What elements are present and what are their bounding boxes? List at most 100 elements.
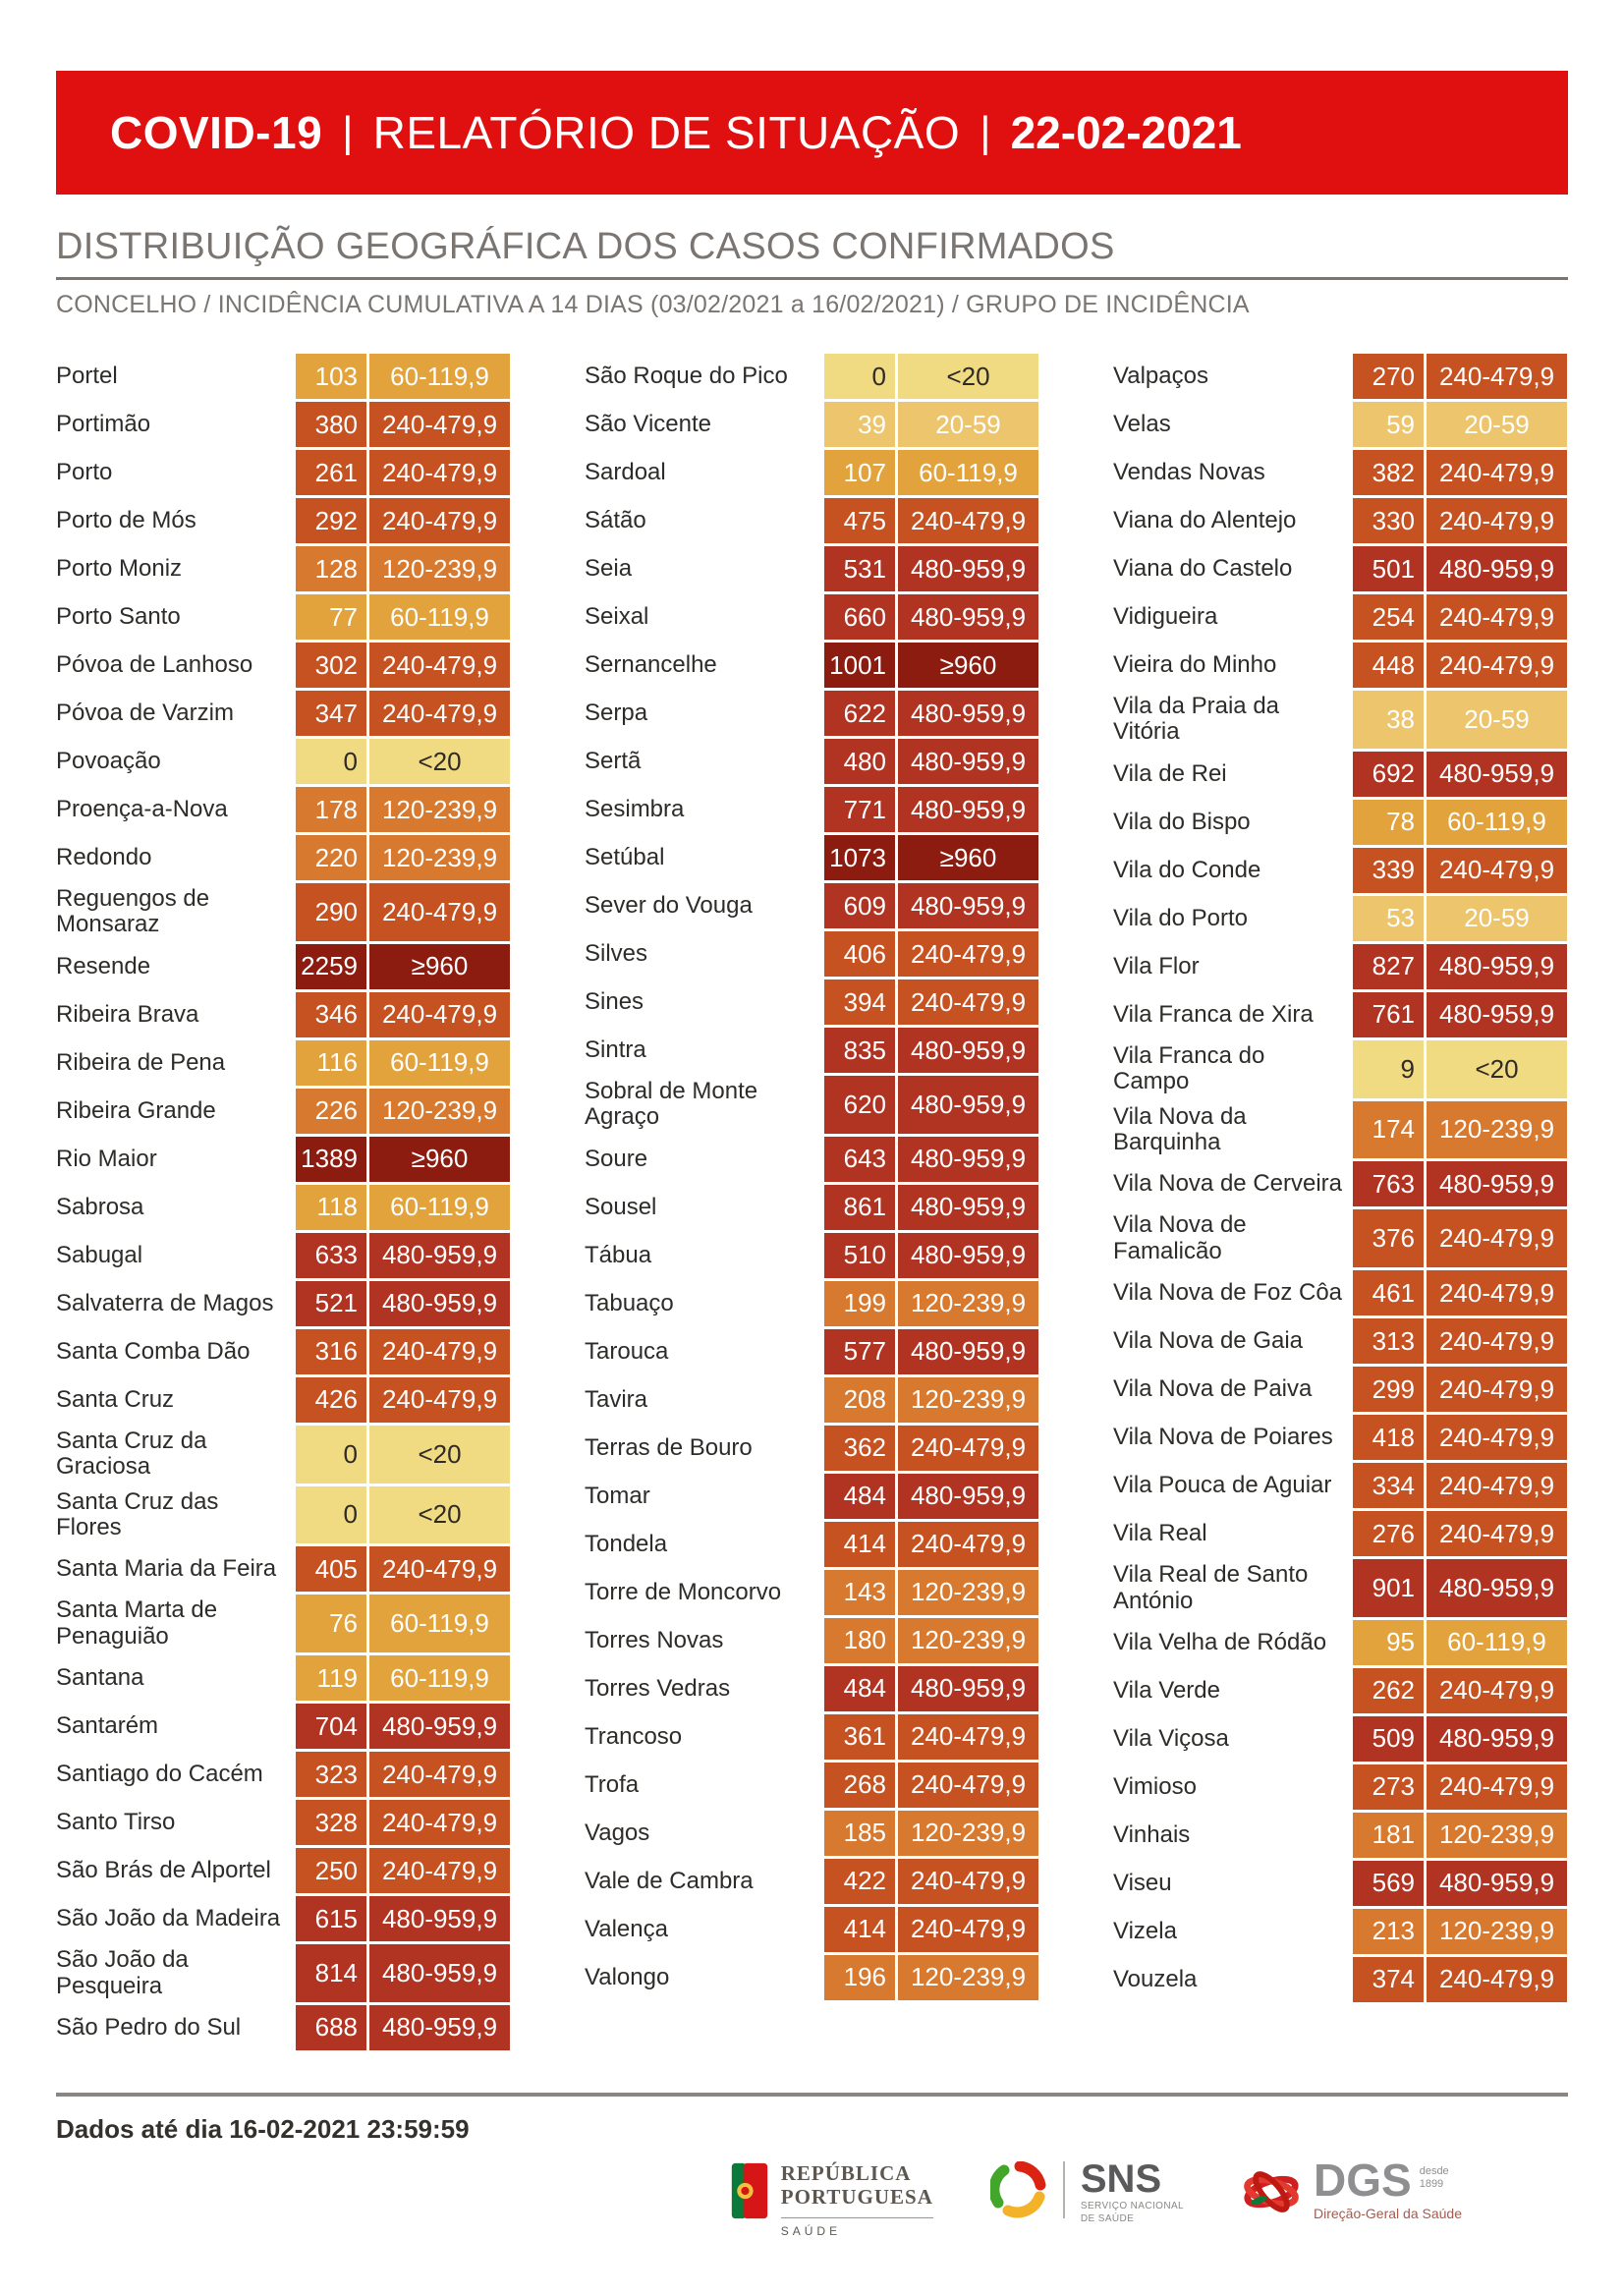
table-row: Sines 394 240-479,9 bbox=[585, 980, 1038, 1025]
municipality-name: Santana bbox=[56, 1663, 144, 1691]
incidence-value-cell: 38 bbox=[1353, 691, 1424, 749]
municipality-name: Viseu bbox=[1113, 1869, 1172, 1896]
incidence-value-cell: 323 bbox=[296, 1752, 366, 1798]
incidence-value-cell: 178 bbox=[296, 787, 366, 832]
incidence-group-cell: 60-119,9 bbox=[369, 1655, 510, 1702]
incidence-value-cell: 569 bbox=[1353, 1860, 1424, 1906]
incidence-group-cell: 240-479,9 bbox=[898, 1425, 1038, 1471]
incidence-value-cell: 302 bbox=[296, 643, 366, 688]
municipality-name: Torre de Moncorvo bbox=[585, 1578, 782, 1605]
dgs-wordmark: DGS desde 1899 Direção-Geral da Saúde bbox=[1314, 2157, 1462, 2221]
table-row: Tomar 484 480-959,9 bbox=[585, 1473, 1038, 1519]
municipality-name: Santo Tirso bbox=[56, 1808, 176, 1835]
table-row: Vagos 185 120-239,9 bbox=[585, 1810, 1038, 1856]
dgs-logo-icon bbox=[1244, 2171, 1299, 2212]
incidence-value-cell: 276 bbox=[1353, 1511, 1424, 1557]
municipality-name: São João da Madeira bbox=[56, 1904, 281, 1931]
incidence-value-cell: 1001 bbox=[824, 643, 895, 688]
incidence-group-cell: ≥960 bbox=[369, 943, 510, 989]
incidence-value-cell: 185 bbox=[824, 1810, 895, 1856]
municipality-name: Sernancelhe bbox=[585, 650, 717, 678]
incidence-group-cell: 120-239,9 bbox=[369, 1088, 510, 1134]
municipality-name: Ribeira Brava bbox=[56, 1000, 199, 1028]
incidence-group-cell: 480-959,9 bbox=[898, 691, 1038, 736]
incidence-table: Portel 103 60-119,9 Portimão 380 240-479,9 Por… bbox=[56, 354, 1568, 2050]
municipality-name: Sintra bbox=[585, 1036, 646, 1063]
incidence-value-cell: 199 bbox=[824, 1280, 895, 1326]
sns-subtitle: SERVIÇO NACIONAL DE SAÚDE bbox=[1080, 2201, 1185, 2224]
municipality-name: Trancoso bbox=[585, 1722, 683, 1750]
municipality-name: Sines bbox=[585, 987, 644, 1015]
municipality-name: Soure bbox=[585, 1145, 648, 1172]
municipality-name: Vila da Praia da Vitória bbox=[1113, 693, 1280, 746]
municipality-name: Tondela bbox=[585, 1530, 668, 1557]
municipality-name: Povoação bbox=[56, 747, 161, 774]
incidence-group-cell: 480-959,9 bbox=[898, 1184, 1038, 1230]
incidence-value-cell: 901 bbox=[1353, 1559, 1424, 1617]
incidence-group-cell: 240-479,9 bbox=[369, 1848, 510, 1894]
table-row: Vila de Rei 692 480-959,9 bbox=[1113, 751, 1567, 797]
municipality-name: Sabugal bbox=[56, 1241, 143, 1268]
logo-dgs: DGS desde 1899 Direção-Geral da Saúde bbox=[1241, 2157, 1462, 2222]
municipality-name: Vagos bbox=[585, 1819, 650, 1846]
municipality-name: Sever do Vouga bbox=[585, 891, 753, 919]
table-row: São João da Madeira 615 480-959,9 bbox=[56, 1896, 510, 1942]
table-row: Vila do Bispo 78 60-119,9 bbox=[1113, 799, 1567, 845]
incidence-value-cell: 484 bbox=[824, 1473, 895, 1519]
incidence-value-cell: 374 bbox=[1353, 1956, 1424, 2002]
incidence-group-cell: 240-479,9 bbox=[1427, 1511, 1567, 1557]
incidence-group-cell: <20 bbox=[369, 1425, 510, 1483]
table-row: Vila do Conde 339 240-479,9 bbox=[1113, 847, 1567, 893]
incidence-value-cell: 313 bbox=[1353, 1318, 1424, 1365]
table-row: Vila Real de Santo António 901 480-959,9 bbox=[1113, 1559, 1567, 1617]
table-row: Ribeira de Pena 116 60-119,9 bbox=[56, 1039, 510, 1086]
municipality-name: Santa Cruz bbox=[56, 1385, 175, 1413]
incidence-group-cell: 480-959,9 bbox=[1427, 1559, 1567, 1617]
municipality-name: Sobral de Monte Agraço bbox=[585, 1078, 758, 1131]
municipality-name: Rio Maior bbox=[56, 1145, 157, 1172]
incidence-group-cell: 480-959,9 bbox=[1427, 751, 1567, 797]
table-row: Tabuaço 199 120-239,9 bbox=[585, 1280, 1038, 1326]
data-cutoff-note: Dados até dia 16-02-2021 23:59:59 bbox=[56, 2114, 470, 2144]
table-row: Viseu 569 480-959,9 bbox=[1113, 1860, 1567, 1906]
municipality-name: Portel bbox=[56, 362, 118, 389]
incidence-group-cell: 120-239,9 bbox=[1427, 1100, 1567, 1159]
municipality-name: Porto bbox=[56, 458, 113, 485]
municipality-name: Santa Comba Dão bbox=[56, 1337, 251, 1365]
table-row: Santana 119 60-119,9 bbox=[56, 1655, 510, 1702]
table-column: Portel 103 60-119,9 Portimão 380 240-479,9 Por… bbox=[56, 354, 510, 2050]
municipality-name: Vidigueira bbox=[1113, 602, 1218, 630]
report-header-band: COVID-19 | RELATÓRIO DE SITUAÇÃO | 22-02… bbox=[56, 71, 1568, 195]
table-row: Seixal 660 480-959,9 bbox=[585, 594, 1038, 640]
incidence-value-cell: 250 bbox=[296, 1848, 366, 1894]
municipality-name: Torres Novas bbox=[585, 1626, 724, 1653]
incidence-group-cell: 240-479,9 bbox=[898, 1713, 1038, 1760]
table-row: Santa Cruz das Flores 0 <20 bbox=[56, 1485, 510, 1544]
table-row: Vieira do Minho 448 240-479,9 bbox=[1113, 643, 1567, 688]
table-row: Povoação 0 <20 bbox=[56, 739, 510, 784]
incidence-value-cell: 0 bbox=[296, 1485, 366, 1544]
incidence-group-cell: 20-59 bbox=[1427, 691, 1567, 749]
municipality-name: Valongo bbox=[585, 1963, 670, 1990]
incidence-value-cell: 174 bbox=[1353, 1100, 1424, 1159]
incidence-group-cell: ≥960 bbox=[898, 835, 1038, 880]
table-row: Sousel 861 480-959,9 bbox=[585, 1184, 1038, 1230]
incidence-group-cell: 480-959,9 bbox=[1427, 1860, 1567, 1906]
municipality-name: Setúbal bbox=[585, 843, 665, 870]
incidence-group-cell: 480-959,9 bbox=[898, 1136, 1038, 1182]
incidence-value-cell: 330 bbox=[1353, 498, 1424, 543]
incidence-group-cell: 120-239,9 bbox=[369, 546, 510, 591]
municipality-name: Vila de Rei bbox=[1113, 759, 1227, 787]
incidence-value-cell: 615 bbox=[296, 1896, 366, 1942]
incidence-group-cell: <20 bbox=[1427, 1039, 1567, 1098]
incidence-value-cell: 328 bbox=[296, 1800, 366, 1846]
incidence-value-cell: 9 bbox=[1353, 1039, 1424, 1098]
municipality-name: Viana do Castelo bbox=[1113, 554, 1293, 582]
municipality-name: Vimioso bbox=[1113, 1772, 1197, 1800]
incidence-value-cell: 704 bbox=[296, 1704, 366, 1750]
table-row: Santo Tirso 328 240-479,9 bbox=[56, 1800, 510, 1846]
table-row: Tábua 510 480-959,9 bbox=[585, 1232, 1038, 1278]
table-row: Porto Moniz 128 120-239,9 bbox=[56, 546, 510, 591]
incidence-group-cell: 240-479,9 bbox=[369, 450, 510, 495]
incidence-value-cell: 688 bbox=[296, 2004, 366, 2050]
